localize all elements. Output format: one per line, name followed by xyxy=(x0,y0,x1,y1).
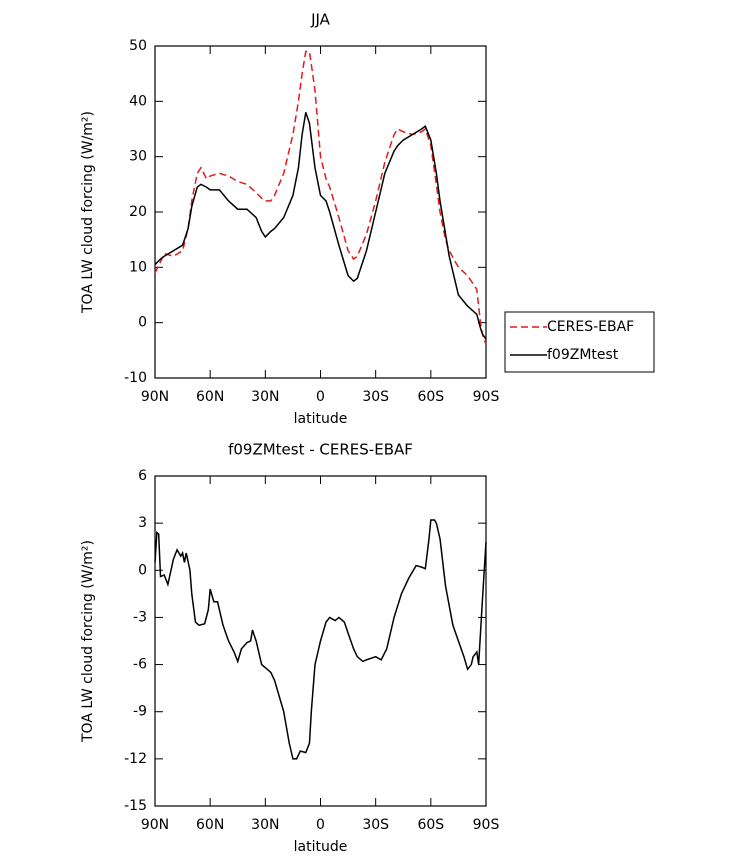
data-line xyxy=(154,50,487,346)
y-tick-label: -9 xyxy=(133,704,147,720)
y-axis-label: TOA LW cloud forcing (W/m²) xyxy=(80,540,96,743)
x-axis-label: latitude xyxy=(294,411,348,427)
x-tick-label: 60N xyxy=(196,817,224,833)
chart-title: f09ZMtest - CERES-EBAF xyxy=(228,441,413,459)
x-tick-label: 60S xyxy=(417,389,444,405)
x-tick-label: 90S xyxy=(473,817,500,833)
y-tick-label: 3 xyxy=(138,515,147,531)
legend-label: CERES-EBAF xyxy=(547,319,634,335)
data-line xyxy=(154,112,487,340)
y-tick-label: -6 xyxy=(133,657,147,673)
y-tick-label: 0 xyxy=(138,562,147,578)
y-tick-label: 6 xyxy=(138,468,147,484)
chart-title: JJA xyxy=(310,11,331,29)
y-tick-label: -3 xyxy=(133,609,147,625)
y-axis-label: TOA LW cloud forcing (W/m²) xyxy=(80,111,96,314)
y-tick-label: 0 xyxy=(138,315,147,331)
x-tick-label: 30S xyxy=(362,389,389,405)
x-tick-label: 0 xyxy=(316,389,325,405)
x-tick-label: 30N xyxy=(251,389,279,405)
y-tick-label: 30 xyxy=(129,149,147,165)
y-tick-label: 40 xyxy=(129,93,147,109)
y-tick-label: 20 xyxy=(129,204,147,220)
x-tick-label: 0 xyxy=(316,817,325,833)
x-tick-label: 30N xyxy=(251,817,279,833)
x-tick-label: 90S xyxy=(473,389,500,405)
plot-frame xyxy=(154,45,487,379)
legend-label: f09ZMtest xyxy=(547,347,619,363)
x-tick-label: 60N xyxy=(196,389,224,405)
y-tick-label: 10 xyxy=(129,259,147,275)
data-line xyxy=(154,519,487,760)
x-tick-label: 60S xyxy=(417,817,444,833)
y-tick-label: -12 xyxy=(124,751,147,767)
y-tick-label: -15 xyxy=(124,798,147,814)
legend-box xyxy=(504,311,655,373)
x-tick-label: 90N xyxy=(141,389,169,405)
x-tick-label: 30S xyxy=(362,817,389,833)
y-tick-label: 50 xyxy=(129,38,147,54)
x-tick-label: 90N xyxy=(141,817,169,833)
x-axis-label: latitude xyxy=(294,839,348,855)
y-tick-label: -10 xyxy=(124,370,147,386)
